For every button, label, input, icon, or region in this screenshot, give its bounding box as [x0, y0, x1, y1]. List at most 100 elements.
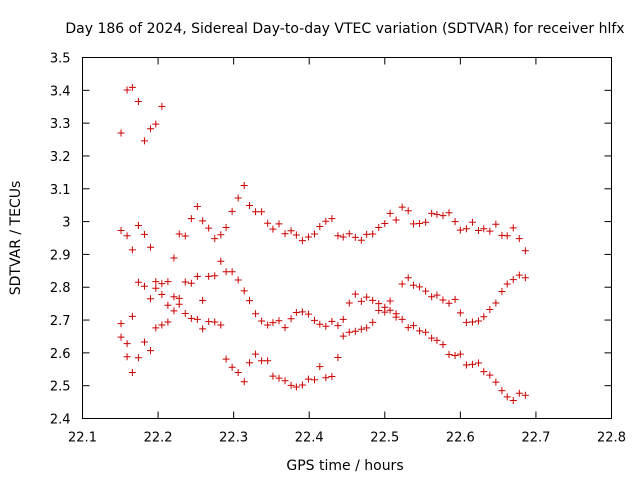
data-point [498, 287, 506, 295]
data-point [456, 226, 464, 234]
data-point [416, 327, 424, 335]
data-point [128, 369, 136, 377]
data-point [258, 208, 266, 216]
data-point [334, 232, 342, 240]
data-point [117, 129, 125, 137]
y-tick-label: 2.9 [50, 248, 71, 263]
data-point [164, 278, 172, 286]
data-point [492, 299, 500, 307]
data-point [217, 231, 225, 239]
data-point [298, 381, 306, 389]
data-point [369, 318, 377, 326]
x-axis-label: GPS time / hours [286, 458, 403, 474]
data-point [158, 290, 166, 298]
data-point [123, 340, 131, 348]
data-point [433, 210, 441, 218]
data-point [322, 217, 330, 225]
data-point [175, 294, 183, 302]
x-tick-label: 22.6 [446, 431, 475, 446]
data-point [304, 310, 312, 318]
data-point [292, 231, 300, 239]
data-point [152, 284, 160, 292]
data-point [170, 307, 178, 315]
data-point [498, 387, 506, 395]
data-point [298, 237, 306, 245]
data-point [164, 301, 172, 309]
data-point [521, 274, 529, 282]
x-tick-label: 22.1 [68, 431, 97, 446]
data-point [304, 375, 312, 383]
data-point [351, 327, 359, 335]
data-point [258, 357, 266, 365]
data-point [228, 363, 236, 371]
data-point [386, 306, 394, 314]
data-point [193, 202, 201, 210]
data-point [433, 336, 441, 344]
data-point [246, 297, 254, 305]
data-point [170, 293, 178, 301]
data-point [351, 290, 359, 298]
data-point [503, 393, 511, 401]
data-point [211, 272, 219, 280]
data-point [287, 315, 295, 323]
data-point [217, 257, 225, 265]
data-point [439, 341, 447, 349]
data-point [140, 282, 148, 290]
data-point [503, 280, 511, 288]
data-point [187, 215, 195, 223]
data-point [205, 318, 213, 326]
y-tick-label: 2.4 [50, 413, 71, 428]
data-point [117, 333, 125, 341]
data-point [199, 296, 207, 304]
data-point [345, 299, 353, 307]
y-tick-label: 2.5 [50, 380, 71, 395]
data-point [381, 220, 389, 228]
data-point [422, 218, 430, 226]
data-point [175, 300, 183, 308]
data-point [152, 278, 160, 286]
data-point [363, 324, 371, 332]
data-point [334, 322, 342, 330]
data-point [322, 374, 330, 382]
data-point [281, 377, 289, 385]
data-point [117, 226, 125, 234]
data-series [117, 271, 529, 391]
data-point [175, 230, 183, 238]
data-point [468, 218, 476, 226]
data-point [381, 303, 389, 311]
data-point [416, 220, 424, 228]
data-point [339, 233, 347, 241]
data-point [147, 347, 155, 355]
data-point [480, 368, 488, 376]
data-point [439, 296, 447, 304]
data-point [311, 230, 319, 238]
data-point [451, 295, 459, 303]
data-point [187, 314, 195, 322]
data-point [509, 276, 517, 284]
data-series [117, 257, 529, 404]
data-point [287, 381, 295, 389]
data-point [222, 355, 230, 363]
data-point [328, 215, 336, 223]
y-tick-label: 2.7 [50, 314, 71, 329]
data-point [375, 300, 383, 308]
data-point [158, 102, 166, 110]
data-point [351, 233, 359, 241]
data-point [170, 254, 178, 262]
data-point [486, 371, 494, 379]
data-points [117, 83, 529, 404]
data-point [316, 223, 324, 231]
data-point [222, 268, 230, 276]
data-point [339, 315, 347, 323]
data-point [123, 232, 131, 240]
data-point [264, 321, 272, 329]
data-point [181, 309, 189, 317]
data-point [375, 223, 383, 231]
data-point [275, 317, 283, 325]
data-point [199, 217, 207, 225]
data-point [416, 283, 424, 291]
data-point [486, 306, 494, 314]
data-point [410, 220, 418, 228]
data-point [211, 318, 219, 326]
